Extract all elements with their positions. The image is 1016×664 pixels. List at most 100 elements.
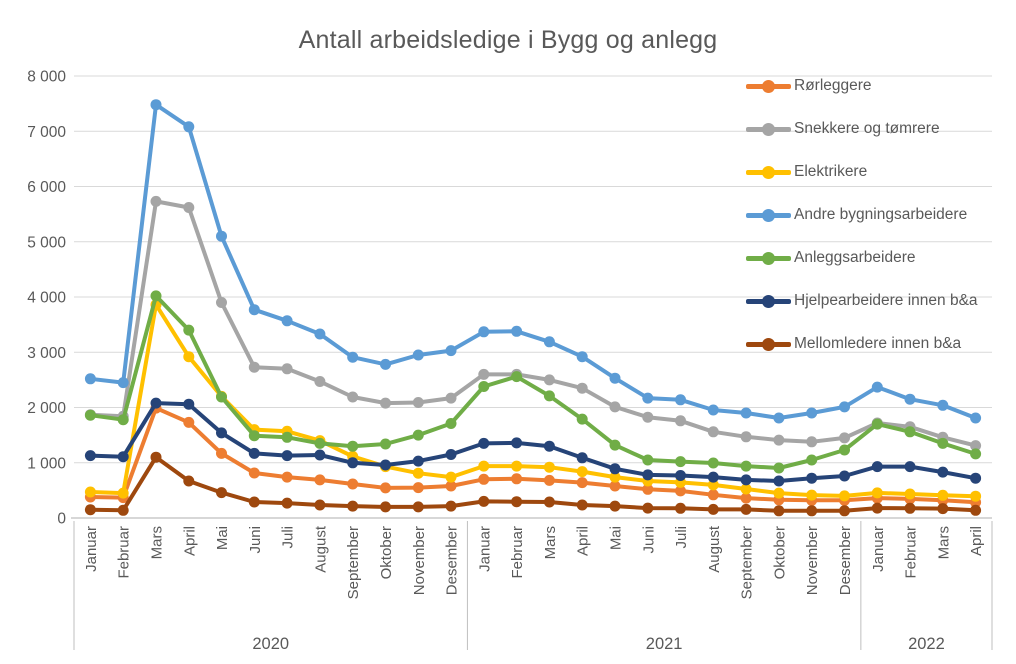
- legend-line-marker-icon: [746, 208, 791, 222]
- x-axis-month-label: Januar: [870, 526, 887, 572]
- data-point-mellomledere-innen-b-a: [576, 499, 588, 511]
- y-axis-tick-label: 1 000: [27, 455, 66, 472]
- data-point-mellomledere-innen-b-a: [314, 499, 326, 511]
- data-point-mellomledere-innen-b-a: [380, 501, 391, 513]
- x-axis-month-label: September: [739, 526, 756, 599]
- data-point-hjelpearbeidere-innen-b-a: [970, 472, 982, 484]
- data-point-snekkere-og-t-mrere: [281, 363, 293, 375]
- data-point-r-rleggere: [511, 473, 523, 485]
- data-point-hjelpearbeidere-innen-b-a: [412, 455, 424, 467]
- x-axis-month-label: Juli: [673, 526, 690, 549]
- data-point-hjelpearbeidere-innen-b-a: [314, 449, 326, 461]
- data-point-mellomledere-innen-b-a: [478, 495, 490, 507]
- data-point-r-rleggere: [478, 473, 490, 485]
- x-axis-month-label: Juni: [640, 526, 657, 554]
- x-axis-month-label: Desember: [444, 526, 461, 595]
- data-point-mellomledere-innen-b-a: [150, 451, 162, 463]
- data-point-hjelpearbeidere-innen-b-a: [117, 451, 129, 463]
- data-point-r-rleggere: [675, 485, 686, 497]
- x-axis-month-label: Juni: [247, 526, 264, 554]
- data-point-r-rleggere: [543, 474, 555, 486]
- chart-title: Antall arbeidsledige i Bygg og anlegg: [298, 26, 718, 54]
- data-point-andre-bygningsarbeidere: [806, 407, 818, 419]
- data-point-hjelpearbeidere-innen-b-a: [478, 437, 490, 449]
- y-axis-tick-label: 2 000: [27, 400, 66, 417]
- data-point-anleggsarbeidere: [871, 418, 883, 430]
- data-point-anleggsarbeidere: [281, 431, 293, 443]
- x-axis-month-label: Mars: [935, 526, 952, 559]
- x-axis-month-label: Januar: [83, 526, 100, 572]
- data-point-hjelpearbeidere-innen-b-a: [84, 450, 96, 462]
- year-group-label: 2022: [908, 635, 945, 653]
- data-point-elektrikere: [511, 460, 523, 472]
- legend-entry-hjelpearbeidere: Hjelpearbeidere innen b&a: [746, 290, 978, 312]
- data-point-andre-bygningsarbeidere: [281, 315, 293, 327]
- series-line-snekkere-og-t-mrere: [88, 199, 978, 448]
- series-line-hjelpearbeidere-innen-b-a: [88, 401, 978, 483]
- data-point-mellomledere-innen-b-a: [347, 500, 359, 512]
- data-point-andre-bygningsarbeidere: [84, 373, 96, 385]
- data-point-elektrikere: [937, 489, 949, 501]
- data-point-mellomledere-innen-b-a: [839, 505, 850, 517]
- legend-line-marker-icon: [746, 122, 791, 136]
- data-point-andre-bygningsarbeidere: [314, 328, 326, 340]
- x-axis-month-label: Februar: [116, 526, 133, 579]
- legend-line-marker-icon: [746, 251, 791, 265]
- x-axis-month-label: Desember: [837, 526, 854, 595]
- data-point-hjelpearbeidere-innen-b-a: [871, 461, 883, 473]
- data-point-snekkere-og-t-mrere: [150, 195, 162, 207]
- data-point-snekkere-og-t-mrere: [478, 368, 490, 380]
- x-axis-month-label: Oktober: [771, 526, 788, 579]
- y-axis-tick-label: 0: [57, 511, 66, 528]
- data-point-andre-bygningsarbeidere: [609, 372, 621, 384]
- data-point-r-rleggere: [740, 492, 752, 504]
- data-point-mellomledere-innen-b-a: [511, 496, 523, 508]
- data-point-hjelpearbeidere-innen-b-a: [773, 475, 785, 487]
- data-point-anleggsarbeidere: [216, 391, 227, 403]
- y-axis-tick-label: 4 000: [27, 290, 66, 307]
- data-point-elektrikere: [84, 486, 96, 498]
- legend-entry-andre-bygningsarbeidere: Andre bygningsarbeidere: [746, 204, 967, 226]
- x-axis-month-label: August: [706, 525, 723, 573]
- data-point-mellomledere-innen-b-a: [773, 505, 785, 517]
- data-point-mellomledere-innen-b-a: [117, 504, 129, 516]
- data-point-elektrikere: [609, 471, 621, 483]
- data-point-hjelpearbeidere-innen-b-a: [183, 398, 195, 410]
- data-point-hjelpearbeidere-innen-b-a: [576, 452, 588, 464]
- data-point-mellomledere-innen-b-a: [445, 500, 457, 512]
- data-point-anleggsarbeidere: [806, 454, 818, 466]
- x-axis-month-label: Mai: [607, 526, 624, 550]
- series-line-anleggsarbeidere: [88, 293, 978, 470]
- data-point-anleggsarbeidere: [150, 290, 162, 302]
- data-point-snekkere-og-t-mrere: [970, 440, 982, 452]
- series-line-elektrikere: [88, 302, 978, 499]
- data-point-hjelpearbeidere-innen-b-a: [445, 449, 457, 460]
- data-point-r-rleggere: [183, 416, 195, 428]
- data-point-andre-bygningsarbeidere: [707, 404, 719, 416]
- data-point-hjelpearbeidere-innen-b-a: [839, 470, 850, 482]
- data-point-hjelpearbeidere-innen-b-a: [281, 450, 293, 462]
- data-point-andre-bygningsarbeidere: [839, 401, 850, 413]
- data-point-hjelpearbeidere-innen-b-a: [150, 397, 162, 409]
- series-line-mellomledere-innen-b-a: [88, 455, 978, 513]
- data-point-anleggsarbeidere: [904, 426, 916, 438]
- data-point-mellomledere-innen-b-a: [740, 503, 752, 515]
- x-axis-month-label: Mai: [214, 526, 231, 550]
- data-point-r-rleggere: [281, 471, 293, 483]
- legend-label: Snekkere og tømrere: [794, 120, 940, 137]
- data-point-mellomledere-innen-b-a: [871, 502, 883, 514]
- data-point-andre-bygningsarbeidere: [150, 99, 162, 111]
- data-point-r-rleggere: [642, 483, 654, 495]
- data-point-mellomledere-innen-b-a: [216, 487, 227, 499]
- y-axis-tick-label: 6 000: [27, 179, 66, 196]
- data-point-snekkere-og-t-mrere: [314, 376, 326, 387]
- y-axis-tick-label: 7 000: [27, 124, 66, 141]
- data-point-hjelpearbeidere-innen-b-a: [707, 471, 719, 483]
- data-point-snekkere-og-t-mrere: [248, 361, 260, 373]
- data-point-anleggsarbeidere: [773, 462, 785, 474]
- x-axis-month-label: Oktober: [378, 526, 395, 579]
- data-point-r-rleggere: [707, 489, 719, 501]
- data-point-andre-bygningsarbeidere: [937, 399, 949, 411]
- data-point-andre-bygningsarbeidere: [675, 394, 686, 406]
